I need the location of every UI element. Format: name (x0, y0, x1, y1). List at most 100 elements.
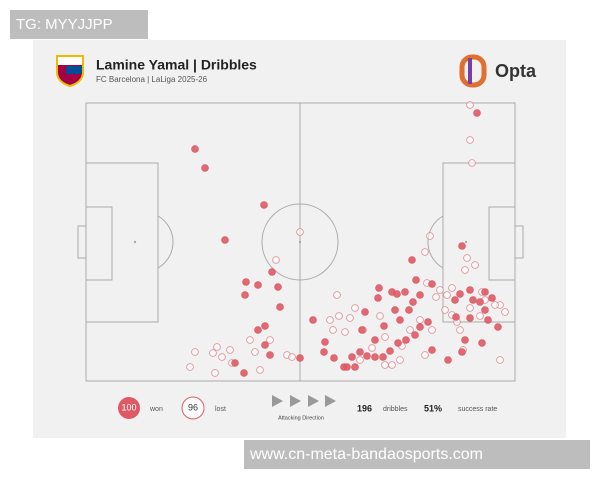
lost-badge (181, 396, 205, 420)
dribble-lost (406, 326, 414, 334)
dribble-lost (333, 291, 341, 299)
dribble-won (296, 354, 304, 362)
dribble-won (201, 164, 209, 172)
dribble-won (348, 353, 356, 361)
dribble-won (330, 354, 338, 362)
dribble-lost (441, 306, 449, 314)
pitch (77, 102, 524, 382)
total: 196 (357, 403, 372, 413)
dribble-won (358, 326, 366, 334)
dribble-lost (266, 336, 274, 344)
dribble-won (240, 369, 248, 377)
dribble-won (380, 322, 388, 330)
dribble-won (371, 353, 379, 361)
dribble-won (458, 242, 466, 250)
dribble-won (456, 290, 464, 298)
dribble-won (276, 303, 284, 311)
lost-label: lost (215, 406, 226, 413)
brand: Opta (495, 61, 537, 81)
dribble-lost (388, 361, 396, 369)
dribble-won (478, 339, 486, 347)
dribble-lost (356, 356, 364, 364)
dribble-won (416, 291, 424, 299)
dribble-won (363, 352, 371, 360)
dribble-won (391, 306, 399, 314)
dribble-won (452, 313, 460, 321)
dribble-won (494, 323, 502, 331)
dribble-won (396, 316, 404, 324)
dribble-won (428, 280, 436, 288)
dribble-won (241, 291, 249, 299)
dribble-lost (381, 361, 389, 369)
won-label: won (149, 406, 163, 413)
dribble-won (321, 338, 329, 346)
dribble-won (401, 288, 409, 296)
club-crest (56, 55, 84, 88)
dribble-won (356, 348, 364, 356)
dribble-lost (466, 304, 474, 312)
total-label: dribbles (383, 406, 408, 413)
dribble-lost (381, 333, 389, 341)
dribble-won (221, 236, 229, 244)
dribble-lost (341, 328, 349, 336)
dribble-lost (246, 336, 254, 344)
dribble-lost (288, 353, 296, 361)
watermark-top: TG: MYYJJPP (16, 16, 113, 33)
dribble-won (261, 341, 269, 349)
rate: 51% (424, 403, 442, 413)
dribble-lost (476, 312, 484, 320)
dribble-lost (226, 346, 234, 354)
dribble-won (412, 276, 420, 284)
dribble-lost (272, 256, 280, 264)
dribble-won (274, 283, 282, 291)
dribble-lost (471, 261, 479, 269)
dribble-lost (346, 314, 354, 322)
dribble-won (254, 326, 262, 334)
dribble-won (484, 316, 492, 324)
dribble-lost (491, 301, 499, 309)
dribble-won (481, 288, 489, 296)
dribble-won (473, 109, 481, 117)
dribble-won (394, 339, 402, 347)
dribble-lost (496, 356, 504, 364)
dribble-won (361, 308, 369, 316)
subtitle: FC Barcelona | LaLiga 2025-26 (96, 75, 208, 84)
dribble-lost (218, 353, 226, 361)
dribble-lost (351, 304, 359, 312)
lost-count: 96 (188, 402, 198, 412)
dribble-lost (211, 369, 219, 377)
won-badge (118, 397, 140, 419)
dribble-won (386, 347, 394, 355)
dribble-lost (335, 312, 343, 320)
dribble-lost (466, 136, 474, 144)
dribble-won (242, 278, 250, 286)
dribble-won (469, 296, 477, 304)
dribble-lost (296, 228, 304, 236)
dribble-lost (251, 348, 259, 356)
dribble-lost (461, 266, 469, 274)
dribble-won (416, 323, 424, 331)
dribble-won (458, 348, 466, 356)
dribble-lost (209, 349, 217, 357)
dribble-won (261, 322, 269, 330)
dribble-lost (463, 254, 471, 262)
dribble-lost (396, 356, 404, 364)
dribble-lost (448, 284, 456, 292)
dribble-lost (501, 308, 509, 316)
dribble-lost (421, 351, 429, 359)
dribble-won (268, 268, 276, 276)
dribble-lost (416, 316, 424, 324)
dribble-lost (443, 291, 451, 299)
dribble-won (466, 314, 474, 322)
dribble-won (444, 356, 452, 364)
dribble-won (424, 318, 432, 326)
dribble-lost (256, 366, 264, 374)
dribble-lost (456, 326, 464, 334)
dribble-won (411, 331, 419, 339)
dribble-won (260, 201, 268, 209)
watermark-box (10, 10, 148, 39)
direction-arrows (272, 395, 336, 407)
dribble-lost (421, 248, 429, 256)
dribble-won (266, 351, 274, 359)
